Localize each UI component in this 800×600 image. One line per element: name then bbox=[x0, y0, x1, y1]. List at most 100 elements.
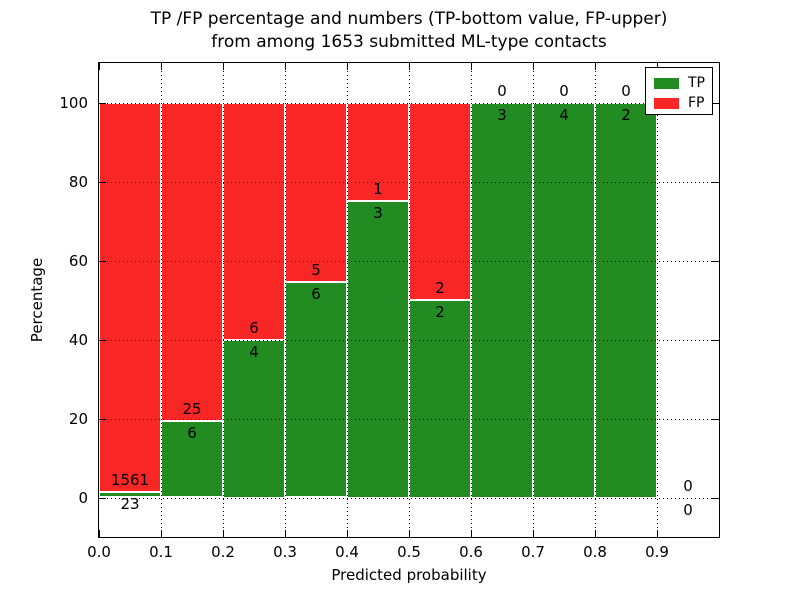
bar-segment-tp bbox=[285, 282, 347, 498]
fp-count-label: 2 bbox=[435, 279, 445, 297]
tp-swatch-icon bbox=[654, 77, 679, 89]
y-tick-mark bbox=[712, 102, 719, 104]
fp-count-label: 5 bbox=[311, 261, 321, 280]
gridline-vertical bbox=[161, 63, 162, 537]
y-tick-mark bbox=[712, 418, 719, 420]
x-tick-label: 0.1 bbox=[149, 543, 173, 561]
x-tick-label: 0.7 bbox=[521, 543, 545, 561]
tp-count-label: 4 bbox=[559, 105, 569, 124]
x-tick-label: 0.8 bbox=[583, 543, 607, 561]
x-tick-mark bbox=[409, 530, 410, 537]
x-tick-label: 0.4 bbox=[335, 543, 359, 561]
gridline-vertical bbox=[285, 63, 286, 537]
x-tick-mark bbox=[223, 530, 224, 537]
plot-area: 1561 23 25 6 6 4 5 6 1 3 2 2 0 3 0 4 0 2 0 0 bbox=[98, 62, 720, 538]
bar-segment-fp bbox=[161, 102, 223, 422]
y-tick-label: 60 bbox=[68, 251, 88, 270]
fp-count-label: 0 bbox=[497, 81, 507, 100]
tp-count-label: 2 bbox=[621, 105, 631, 124]
chart-title-line1: TP /FP percentage and numbers (TP-bottom… bbox=[150, 9, 668, 29]
chart-title-line2: from among 1653 submitted ML-type contac… bbox=[211, 32, 607, 52]
legend-entry-fp: FP bbox=[654, 94, 712, 112]
fp-count-label: 1 bbox=[373, 180, 383, 199]
x-tick-label: 0.5 bbox=[397, 543, 421, 561]
x-tick-label: 0.2 bbox=[211, 543, 235, 561]
x-tick-label: 0.9 bbox=[645, 543, 669, 561]
x-tick-mark bbox=[533, 530, 534, 537]
gridline-vertical bbox=[471, 63, 472, 537]
y-tick-label: 20 bbox=[68, 409, 88, 428]
x-tick-label: 0.6 bbox=[459, 543, 483, 561]
x-tick-mark bbox=[347, 530, 348, 537]
gridline-vertical bbox=[657, 63, 658, 537]
y-tick-label: 0 bbox=[78, 488, 88, 507]
bar-segment-tp bbox=[595, 102, 657, 498]
y-tick-mark bbox=[99, 497, 106, 499]
x-tick-mark bbox=[99, 530, 100, 537]
tp-count-label: 23 bbox=[120, 494, 140, 513]
x-tick-mark bbox=[161, 63, 162, 70]
x-tick-mark bbox=[99, 63, 100, 70]
y-tick-mark bbox=[99, 260, 106, 262]
fp-swatch-icon bbox=[654, 97, 679, 109]
fp-count-label: 0 bbox=[683, 476, 693, 495]
y-tick-mark bbox=[712, 260, 719, 262]
tp-count-label: 6 bbox=[187, 424, 197, 443]
tp-count-label: 3 bbox=[497, 105, 507, 124]
bar-segment-fp bbox=[99, 102, 161, 492]
legend: TP FP bbox=[645, 67, 713, 115]
gridline-vertical bbox=[223, 63, 224, 537]
x-tick-mark bbox=[347, 63, 348, 70]
y-tick-mark bbox=[712, 339, 719, 341]
bar-segment-tp bbox=[409, 300, 471, 498]
bar-segment-tp bbox=[347, 201, 409, 498]
x-tick-mark bbox=[471, 63, 472, 70]
x-tick-mark bbox=[595, 530, 596, 537]
tp-count-label: 3 bbox=[373, 204, 383, 223]
y-tick-label: 100 bbox=[59, 93, 88, 112]
bar-segment-fp bbox=[223, 102, 285, 340]
gridline-vertical bbox=[533, 63, 534, 537]
x-tick-mark bbox=[223, 63, 224, 70]
y-tick-mark bbox=[99, 418, 106, 420]
fp-count-label: 25 bbox=[182, 400, 202, 419]
x-tick-mark bbox=[285, 530, 286, 537]
bar-segment-fp bbox=[285, 102, 347, 283]
gridline-vertical bbox=[595, 63, 596, 537]
gridline-vertical bbox=[409, 63, 410, 537]
tp-count-label: 6 bbox=[311, 285, 321, 304]
bar-segment-tp bbox=[161, 421, 223, 498]
x-tick-mark bbox=[595, 63, 596, 70]
legend-label-fp: FP bbox=[688, 95, 705, 111]
y-tick-mark bbox=[712, 181, 719, 183]
bar-segment-tp bbox=[533, 102, 595, 498]
x-axis-label: Predicted probability bbox=[331, 566, 487, 584]
y-tick-label: 80 bbox=[68, 172, 88, 191]
x-tick-mark bbox=[285, 63, 286, 70]
y-tick-label: 40 bbox=[68, 330, 88, 349]
legend-entry-tp: TP bbox=[654, 74, 712, 92]
y-tick-mark bbox=[99, 181, 106, 183]
tp-count-label: 0 bbox=[683, 500, 693, 519]
x-tick-label: 0.3 bbox=[273, 543, 297, 561]
fp-count-label: 6 bbox=[249, 318, 259, 337]
x-tick-mark bbox=[657, 530, 658, 537]
bar-segment-tp bbox=[99, 491, 161, 498]
fp-count-label: 1561 bbox=[110, 470, 150, 489]
y-tick-mark bbox=[99, 339, 106, 341]
y-tick-mark bbox=[712, 497, 719, 499]
x-tick-label: 0.0 bbox=[87, 543, 111, 561]
x-tick-mark bbox=[657, 63, 658, 70]
tp-count-label: 4 bbox=[249, 342, 259, 361]
bar-segment-fp bbox=[409, 102, 471, 300]
x-tick-mark bbox=[533, 63, 534, 70]
x-tick-mark bbox=[471, 530, 472, 537]
fp-count-label: 0 bbox=[559, 81, 569, 100]
tp-count-label: 2 bbox=[435, 303, 445, 321]
y-tick-mark bbox=[99, 102, 106, 104]
fp-count-label: 0 bbox=[621, 81, 631, 100]
gridline-vertical bbox=[347, 63, 348, 537]
x-tick-mark bbox=[161, 530, 162, 537]
x-tick-mark bbox=[409, 63, 410, 70]
